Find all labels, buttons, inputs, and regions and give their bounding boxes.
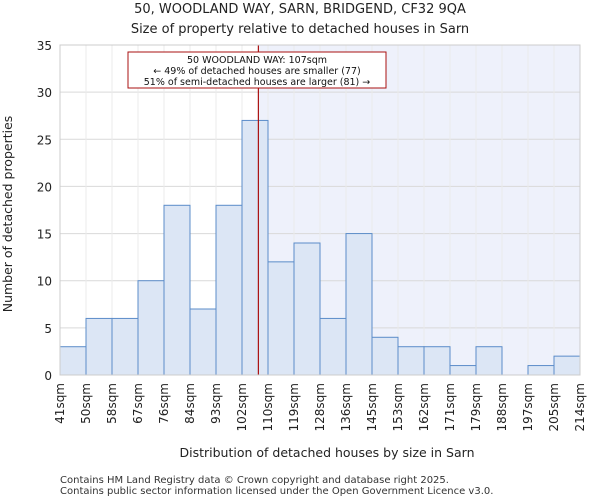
bar-84sqm — [189, 308, 217, 376]
y-tick-label: 5 — [44, 322, 52, 336]
x-tick-label: 67sqm — [131, 383, 145, 424]
x-tick-label: 84sqm — [183, 383, 197, 424]
x-tick-label: 102sqm — [235, 383, 249, 431]
footer-line-1: Contains HM Land Registry data © Crown c… — [60, 475, 449, 486]
x-tick-label: 93sqm — [209, 383, 223, 424]
x-tick-label: 128sqm — [313, 383, 327, 431]
footer-line-2: Contains public sector information licen… — [60, 486, 493, 497]
x-tick-label: 197sqm — [521, 383, 535, 431]
x-axis-label: Distribution of detached houses by size … — [179, 445, 474, 460]
annotation-line-2: ← 49% of detached houses are smaller (77… — [153, 66, 360, 77]
bar-93sqm — [215, 204, 243, 376]
annotation-line-3: 51% of semi-detached houses are larger (… — [144, 77, 371, 88]
y-tick-label: 0 — [44, 369, 52, 383]
marker-annotation: 50 WOODLAND WAY: 107sqm ← 49% of detache… — [127, 51, 387, 89]
x-tick-label: 162sqm — [417, 383, 431, 431]
x-tick-label: 188sqm — [495, 383, 509, 431]
y-tick-label: 20 — [37, 180, 52, 194]
x-tick-label: 153sqm — [391, 383, 405, 431]
x-tick-label: 214sqm — [573, 383, 587, 431]
y-tick-label: 10 — [37, 275, 52, 289]
x-tick-label: 171sqm — [443, 383, 457, 431]
bar-171sqm — [449, 365, 477, 376]
x-tick-label: 50sqm — [79, 383, 93, 424]
x-tick-label: 119sqm — [287, 383, 301, 431]
x-tick-label: 205sqm — [547, 383, 561, 431]
plot-area: 0 5 10 15 20 25 30 35 41sqm 50sqm 58sqm 67sqm 76sqm 8… — [37, 39, 587, 431]
bar-58sqm — [111, 317, 139, 376]
x-tick-label: 179sqm — [469, 383, 483, 431]
y-tick-label: 15 — [37, 228, 52, 242]
bar-153sqm — [397, 346, 425, 376]
bar-197sqm — [527, 365, 555, 376]
bar-205sqm — [553, 355, 581, 376]
bar-119sqm — [293, 242, 321, 376]
bar-67sqm — [137, 280, 165, 376]
y-axis-label: Number of detached properties — [0, 116, 15, 313]
annotation-line-1: 50 WOODLAND WAY: 107sqm — [187, 55, 327, 66]
bar-179sqm — [475, 346, 503, 376]
annotation-box — [127, 51, 387, 89]
chart-subtitle: Size of property relative to detached ho… — [131, 22, 469, 37]
x-tick-label: 76sqm — [157, 383, 171, 424]
x-tick-label: 145sqm — [365, 383, 379, 431]
plot-frame — [59, 44, 581, 376]
y-tick-label: 25 — [37, 133, 52, 147]
bar-136sqm — [345, 233, 373, 376]
bar-102sqm — [241, 119, 269, 376]
chart-title: 50, WOODLAND WAY, SARN, BRIDGEND, CF32 9… — [134, 2, 466, 17]
x-tick-label: 136sqm — [339, 383, 353, 431]
bar-145sqm — [371, 336, 399, 376]
x-tick-label: 110sqm — [261, 383, 275, 431]
y-tick-label: 35 — [37, 39, 52, 53]
x-tick-label: 41sqm — [53, 383, 67, 424]
x-tick-label: 58sqm — [105, 383, 119, 424]
bar-110sqm — [267, 261, 295, 376]
bar-41sqm — [59, 346, 87, 376]
bar-128sqm — [319, 317, 347, 376]
bar-50sqm — [85, 317, 113, 376]
bar-76sqm — [163, 204, 191, 376]
y-tick-label: 30 — [37, 86, 52, 100]
bar-162sqm — [423, 346, 451, 376]
